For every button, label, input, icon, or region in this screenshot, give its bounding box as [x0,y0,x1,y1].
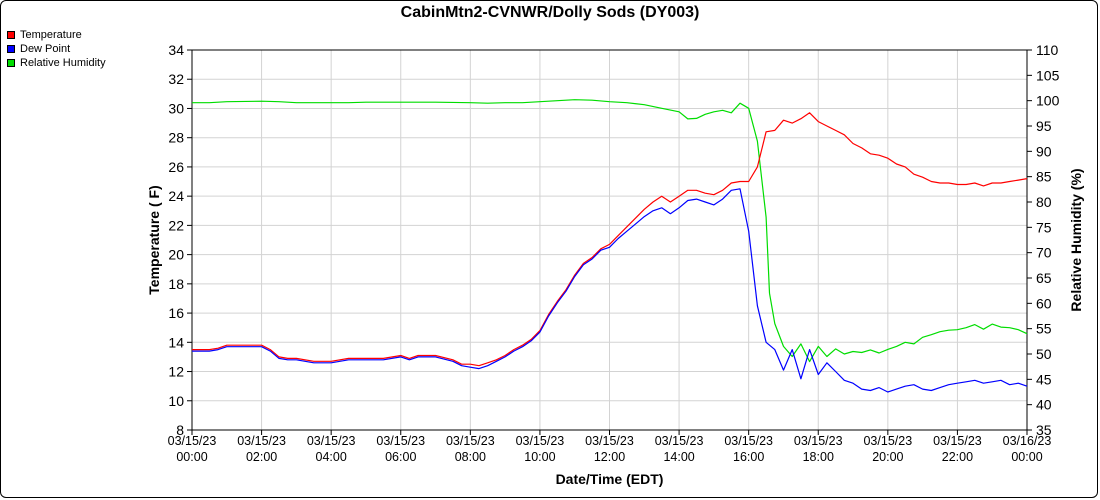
x-tick-label-time: 08:00 [455,450,486,464]
y-tick-label-right: 105 [1036,67,1060,83]
x-tick-label-time: 00:00 [1011,450,1042,464]
x-tick-label-date: 03/15/23 [237,434,286,448]
y-tick-label-left: 26 [168,159,184,175]
y-tick-label-right: 45 [1036,371,1052,387]
y-tick-label-right: 55 [1036,321,1052,337]
y-tick-label-left: 22 [168,217,184,233]
y-tick-label-right: 75 [1036,219,1052,235]
y-axis-title-left: Temperature ( F) [146,185,162,294]
y-tick-label-right: 65 [1036,270,1052,286]
y-tick-label-right: 95 [1036,118,1052,134]
y-tick-label-right: 85 [1036,169,1052,185]
y-tick-label-right: 70 [1036,245,1052,261]
x-tick-label-date: 03/15/23 [863,434,912,448]
x-tick-label-date: 03/15/23 [933,434,982,448]
y-tick-label-left: 10 [168,393,184,409]
grid [192,50,1027,430]
x-tick-label-date: 03/15/23 [794,434,843,448]
y-tick-label-right: 40 [1036,397,1052,413]
x-tick-label-date: 03/15/23 [446,434,495,448]
y-tick-label-right: 60 [1036,295,1052,311]
x-tick-label-date: 03/15/23 [585,434,634,448]
x-axis-title: Date/Time (EDT) [556,471,664,487]
y-tick-label-left: 18 [168,276,184,292]
x-tick-label-date: 03/15/23 [516,434,565,448]
y-tick-label-left: 34 [168,42,184,58]
y-tick-label-left: 30 [168,100,184,116]
x-tick-label-time: 00:00 [176,450,207,464]
x-tick-label-time: 12:00 [594,450,625,464]
y-tick-label-right: 80 [1036,194,1052,210]
y-tick-label-left: 20 [168,247,184,263]
y-tick-label-left: 12 [168,364,184,380]
x-tick-label-time: 10:00 [524,450,555,464]
x-tick-label-time: 04:00 [316,450,347,464]
x-tick-label-date: 03/15/23 [376,434,425,448]
x-tick-label-time: 14:00 [663,450,694,464]
y-axis-title-right: Relative Humidity (%) [1068,168,1084,311]
y-tick-label-left: 16 [168,305,184,321]
y-tick-label-right: 90 [1036,143,1052,159]
x-tick-label-date: 03/15/23 [307,434,356,448]
x-tick-label-date: 03/15/23 [655,434,704,448]
y-tick-label-left: 24 [168,188,184,204]
x-tick-label-date: 03/16/23 [1003,434,1052,448]
x-tick-label-time: 06:00 [385,450,416,464]
y-tick-label-right: 110 [1036,42,1059,58]
y-tick-label-left: 28 [168,130,184,146]
x-tick-label-time: 20:00 [872,450,903,464]
x-tick-label-time: 02:00 [246,450,277,464]
y-tick-label-right: 100 [1036,93,1060,109]
y-tick-label-left: 14 [168,334,184,350]
x-tick-label-time: 18:00 [803,450,834,464]
x-tick-label-date: 03/15/23 [724,434,773,448]
x-tick-label-date: 03/15/23 [168,434,217,448]
x-tick-label-time: 22:00 [942,450,973,464]
y-tick-label-left: 32 [168,71,184,87]
y-tick-label-right: 50 [1036,346,1052,362]
x-tick-label-time: 16:00 [733,450,764,464]
